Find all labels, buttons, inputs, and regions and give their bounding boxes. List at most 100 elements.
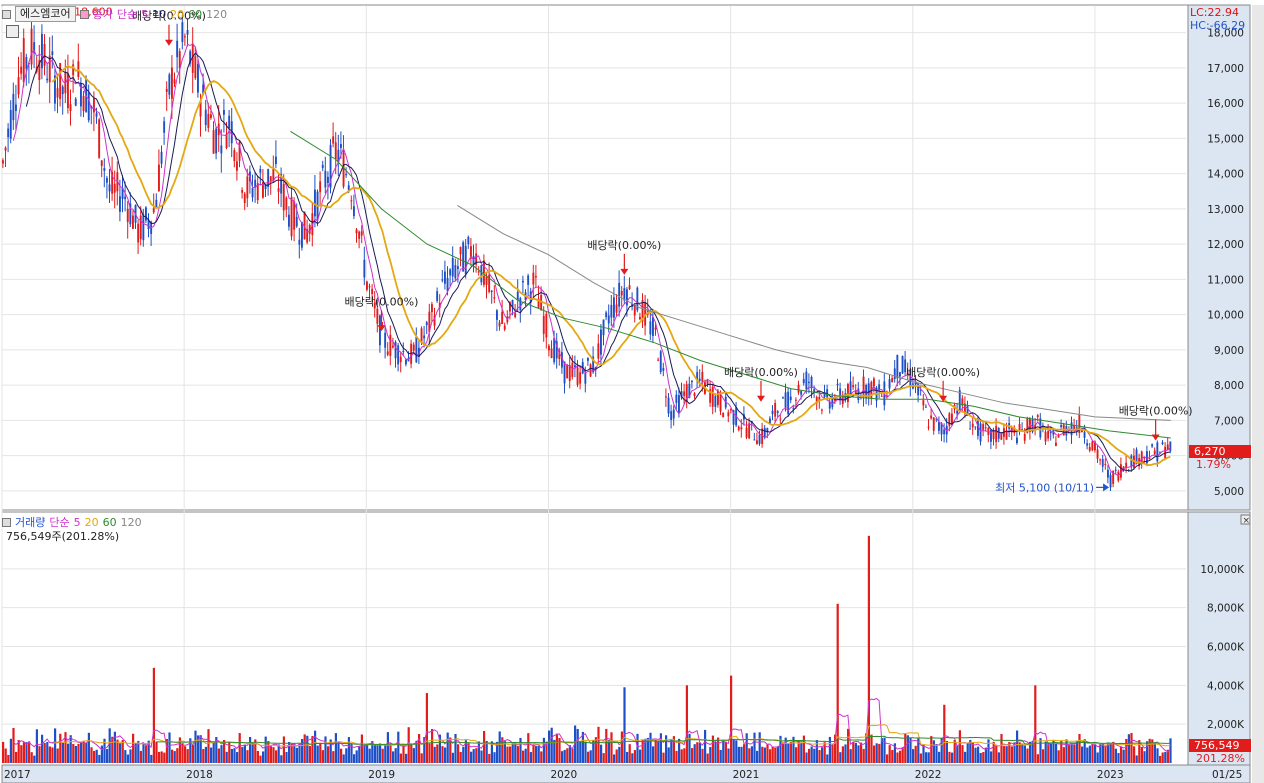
candle-body	[932, 417, 935, 431]
candle-body	[163, 121, 166, 133]
volume-bar	[363, 744, 366, 763]
candle-body	[688, 383, 691, 399]
volume-bar	[59, 733, 62, 763]
candle-body	[758, 434, 761, 444]
hc-readout: HC:-66.29	[1190, 19, 1245, 32]
price-tick-label: 7,000	[1214, 415, 1244, 427]
volume-panel-close-button[interactable]	[1240, 514, 1251, 525]
volume-bar	[379, 743, 382, 763]
volume-bar	[472, 749, 475, 763]
volume-bar	[366, 744, 369, 763]
candle-body	[665, 396, 667, 398]
candle-body	[152, 208, 155, 213]
legend-ma60[interactable]: 60	[188, 7, 203, 21]
legend-ma120[interactable]: 120	[206, 7, 228, 21]
volume-bar	[594, 737, 597, 763]
volume-bar	[77, 743, 80, 763]
volume-bar	[425, 693, 428, 763]
volume-ma60[interactable]: 60	[102, 515, 117, 529]
candle-body	[685, 384, 688, 403]
candle-body	[509, 302, 511, 312]
volume-bar	[1156, 748, 1159, 763]
candle-body	[745, 427, 748, 438]
volume-toggle-icon[interactable]	[2, 517, 11, 527]
candle-body	[358, 231, 361, 239]
volume-bar	[423, 737, 426, 763]
candle-body	[324, 170, 327, 188]
candle-body	[740, 427, 743, 430]
candle-body	[813, 389, 816, 392]
dividend-label: 배당락(0.00%)	[724, 366, 798, 379]
candle-body	[269, 176, 272, 181]
volume-ma20[interactable]: 20	[84, 515, 99, 529]
volume-bar	[451, 752, 454, 763]
candle-body	[353, 206, 355, 217]
candle-body	[431, 304, 433, 313]
candle-body	[184, 36, 186, 38]
candle-body	[717, 390, 719, 406]
volume-bar	[1122, 749, 1125, 763]
candle-body	[1013, 427, 1016, 434]
volume-bar	[574, 725, 577, 763]
volume-bar	[779, 735, 782, 763]
candle-body	[701, 371, 704, 382]
volume-bar	[605, 728, 608, 763]
candle-body	[272, 168, 275, 181]
volume-bar	[644, 738, 647, 763]
volume-bar	[1148, 738, 1151, 763]
legend-ma10[interactable]: 10	[152, 7, 167, 21]
volume-bar	[197, 735, 200, 763]
candle-body	[363, 259, 366, 278]
candle-body	[334, 142, 337, 160]
table-grid-icon[interactable]	[6, 25, 19, 38]
volume-bar	[698, 742, 701, 763]
volume-bar	[1091, 742, 1094, 763]
legend-ma20[interactable]: 20	[170, 7, 185, 21]
volume-bar	[857, 745, 860, 763]
volume-bar	[579, 741, 582, 763]
volume-bar	[17, 740, 20, 763]
volume-bar	[301, 739, 304, 763]
volume-bar	[43, 742, 46, 763]
volume-bar	[134, 743, 137, 763]
candle-body	[259, 168, 262, 173]
candle-body	[438, 302, 441, 308]
candle-body	[1078, 414, 1081, 434]
close-icon[interactable]: ×	[1243, 516, 1251, 526]
legend-ma5[interactable]: 5	[141, 7, 149, 21]
stock-name[interactable]: 에스엠코어	[15, 6, 76, 22]
candle-body	[670, 411, 673, 420]
volume-bar	[834, 734, 837, 763]
volume-bar	[691, 748, 694, 763]
volume-ma120[interactable]: 120	[120, 515, 142, 529]
volume-bar	[212, 741, 215, 763]
volume-bar	[152, 667, 155, 763]
candle-body	[384, 332, 387, 348]
candle-body	[958, 390, 961, 412]
candle-body	[376, 308, 379, 324]
volume-bar	[54, 728, 57, 763]
volume-bar	[1112, 741, 1115, 763]
candle-body	[592, 356, 595, 373]
volume-bar	[665, 735, 668, 763]
volume-bar	[836, 603, 839, 763]
volume-bar	[670, 739, 673, 763]
panel-toggle-icon[interactable]	[2, 9, 11, 19]
candle-body	[1031, 419, 1034, 432]
volume-current: 756,549주(201.28%)	[6, 530, 120, 543]
candle-body	[389, 334, 392, 356]
volume-bar	[488, 753, 491, 763]
volume-ma5[interactable]: 5	[73, 515, 81, 529]
volume-bar	[311, 735, 314, 763]
candle-body	[711, 386, 714, 407]
volume-bar	[15, 751, 18, 763]
candle-body	[264, 184, 267, 190]
volume-bar	[290, 743, 293, 763]
ma120-line	[457, 204, 1171, 421]
volume-tick-label: 4,000K	[1207, 680, 1245, 692]
candle-body	[1159, 452, 1161, 454]
volume-bar	[1016, 730, 1019, 763]
candle-body	[896, 354, 899, 379]
candle-body	[1135, 449, 1138, 462]
scrollbar[interactable]	[1252, 5, 1264, 783]
